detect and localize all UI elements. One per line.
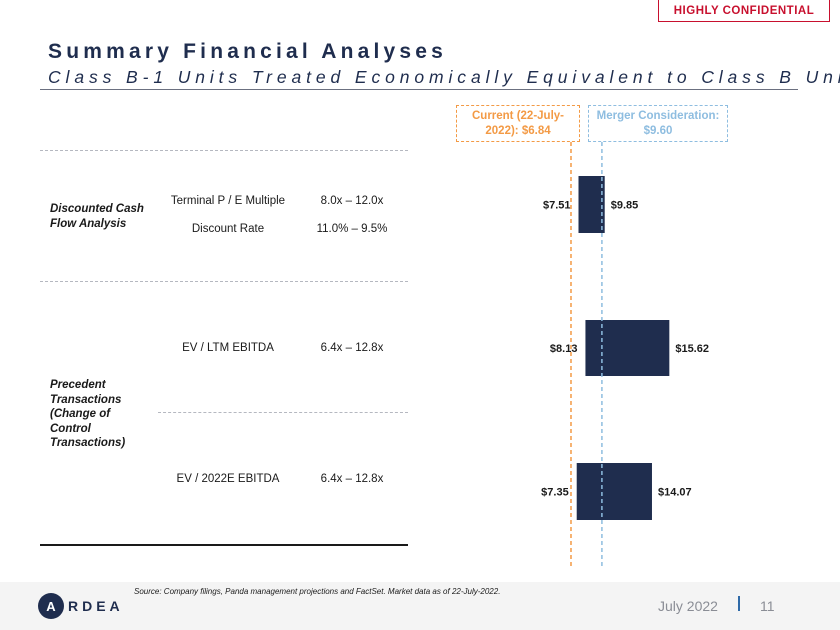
method-terminal-pe: Terminal P / E Multiple [170, 195, 286, 207]
footer-separator [738, 596, 740, 611]
ardea-logo-text: RDEA [68, 598, 124, 614]
ardea-logo-icon: A [38, 593, 64, 619]
range-discount-rate: 11.0% – 9.5% [316, 223, 388, 235]
range-bar-dcf [578, 176, 605, 233]
category-precedent-transactions: Precedent Transactions (Change of Contro… [50, 379, 126, 449]
current-price-label: Current (22-July-2022): $6.84 [456, 105, 580, 142]
range-ev-2022e-ebitda: 6.4x – 12.8x [320, 473, 384, 485]
high-value-label-ev-2022e-ebitda: $14.07 [658, 487, 692, 499]
confidential-badge: HIGHLY CONFIDENTIAL [658, 0, 830, 22]
table-top-divider [40, 150, 408, 151]
page-subtitle: Class B-1 Units Treated Economically Equ… [48, 67, 840, 87]
page-number: 11 [760, 598, 775, 614]
method-discount-rate: Discount Rate [191, 223, 265, 235]
category-dcf: Discounted Cash Flow Analysis [50, 203, 144, 230]
range-ev-ltm-ebitda: 6.4x – 12.8x [320, 342, 384, 354]
range-bar-ev-2022e-ebitda [576, 463, 652, 520]
footer-band [0, 582, 840, 630]
high-value-label-dcf: $9.85 [611, 200, 639, 212]
title-divider [40, 89, 798, 90]
merger-consideration-label: Merger Consideration: $9.60 [588, 105, 728, 142]
high-value-label-ev-ltm-ebitda: $15.62 [675, 343, 709, 355]
table-row-divider [158, 412, 408, 413]
method-ev-2022e-ebitda: EV / 2022E EBITDA [176, 473, 280, 485]
footer-date: July 2022 [658, 598, 718, 614]
low-value-label-ev-2022e-ebitda: $7.35 [541, 487, 569, 499]
page-title: Summary Financial Analyses [48, 40, 448, 63]
method-ev-ltm-ebitda: EV / LTM EBITDA [182, 342, 274, 354]
table-bottom-rule [40, 544, 408, 546]
table-section-divider [40, 281, 408, 282]
range-bar-ev-ltm-ebitda [585, 320, 670, 376]
source-note: Source: Company filings, Panda managemen… [134, 587, 501, 596]
low-value-label-ev-ltm-ebitda: $8.13 [550, 343, 578, 355]
low-value-label-dcf: $7.51 [543, 200, 571, 212]
range-terminal-pe: 8.0x – 12.0x [320, 195, 384, 207]
